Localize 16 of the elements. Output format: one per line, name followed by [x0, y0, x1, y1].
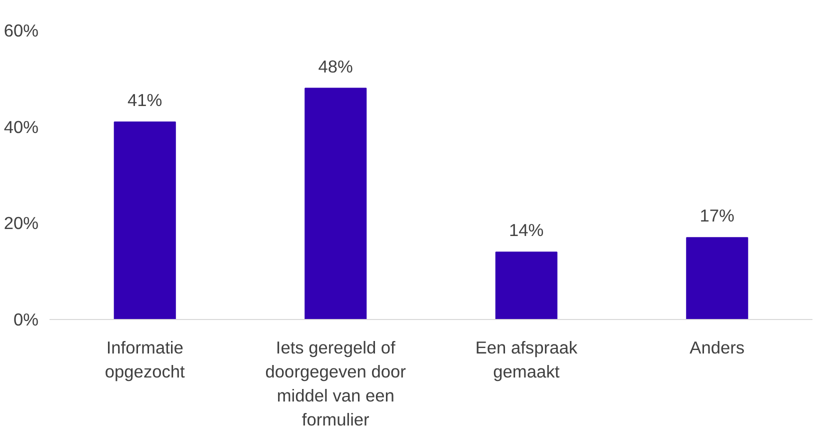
bar	[304, 88, 367, 320]
data-label: 17%	[700, 206, 734, 226]
bar	[495, 252, 558, 320]
bar	[114, 122, 176, 320]
y-tick-label: 40%	[4, 116, 39, 137]
y-tick-label: 20%	[4, 213, 39, 234]
x-tick-label: Een afspraak gemaakt	[475, 338, 578, 382]
data-label: 48%	[318, 56, 353, 76]
x-tick-label: Iets geregeld of doorgegeven door middel van een formulier	[265, 338, 406, 430]
bar	[686, 237, 748, 320]
data-label: 14%	[509, 220, 544, 240]
y-tick-label: 60%	[4, 20, 39, 40]
data-label: 41%	[128, 90, 162, 110]
x-tick-label: Anders	[690, 338, 745, 358]
x-tick-label: Informatie opgezocht	[104, 338, 186, 382]
y-tick-label: 0%	[13, 310, 38, 330]
